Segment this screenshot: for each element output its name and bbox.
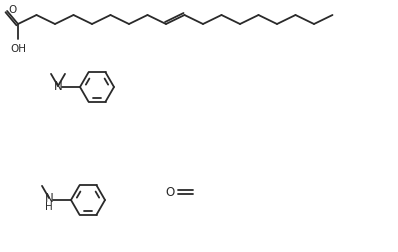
Text: O: O — [166, 185, 175, 199]
Text: N: N — [45, 192, 53, 205]
Text: O: O — [8, 5, 16, 15]
Text: N: N — [54, 79, 62, 92]
Text: OH: OH — [10, 44, 26, 54]
Text: H: H — [45, 202, 53, 212]
